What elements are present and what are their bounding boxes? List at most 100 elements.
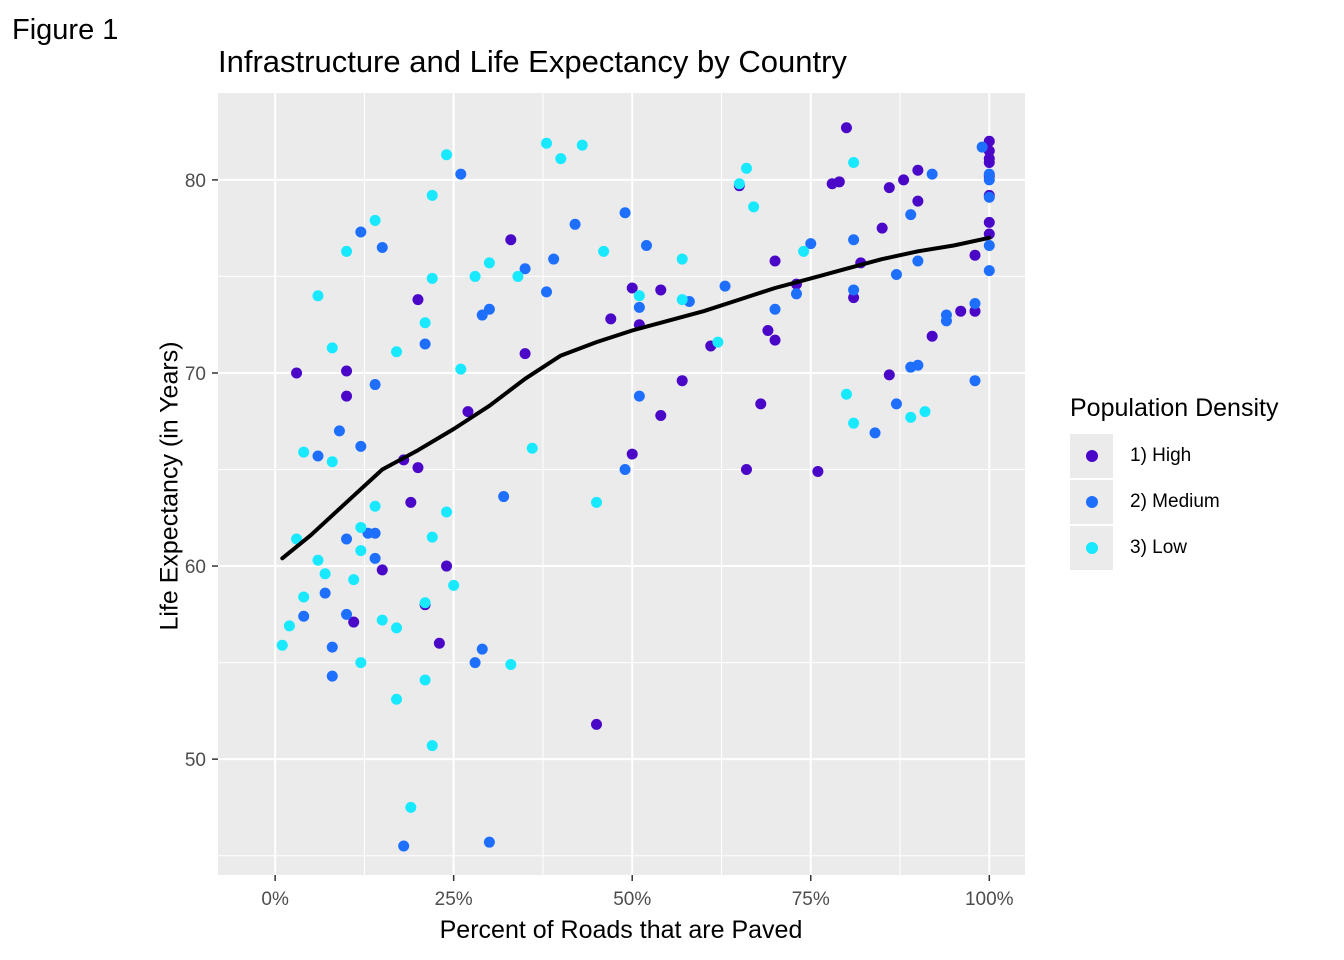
data-point: [419, 674, 431, 686]
data-point: [762, 324, 774, 336]
data-point: [926, 168, 938, 180]
data-point: [341, 390, 353, 402]
x-tick-label: 75%: [792, 889, 830, 910]
legend-key: [1070, 526, 1113, 570]
data-point: [312, 554, 324, 566]
data-point: [448, 579, 460, 591]
data-point: [341, 608, 353, 620]
legend-item-high: 1) High: [1070, 433, 1278, 479]
data-point: [505, 659, 517, 671]
data-point: [712, 336, 724, 348]
data-point: [983, 191, 995, 203]
data-point: [326, 641, 338, 653]
legend-item-medium: 2) Medium: [1070, 479, 1278, 525]
data-point: [519, 263, 531, 275]
data-point: [719, 280, 731, 292]
legend-label: 2) Medium: [1130, 491, 1220, 512]
data-point: [626, 282, 638, 294]
data-point: [355, 657, 367, 669]
data-point: [455, 168, 467, 180]
data-point: [769, 303, 781, 315]
data-point: [355, 545, 367, 557]
data-point: [619, 464, 631, 476]
data-point: [883, 182, 895, 194]
data-point: [798, 245, 810, 257]
data-point: [576, 139, 588, 151]
data-point: [591, 496, 603, 508]
data-point: [426, 189, 438, 201]
data-point: [912, 164, 924, 176]
legend-dot-icon: [1085, 542, 1098, 554]
data-point: [898, 174, 910, 186]
data-point: [805, 238, 817, 250]
data-point: [398, 840, 410, 852]
data-point: [983, 265, 995, 277]
grid-minor: [218, 82, 1025, 875]
y-axis: 50 60 70 80: [185, 171, 218, 771]
data-point: [876, 222, 888, 234]
data-point: [462, 406, 474, 418]
data-point: [298, 446, 310, 458]
data-point: [919, 406, 931, 418]
x-axis: 0% 25% 50% 75% 100%: [261, 875, 1014, 910]
data-point: [369, 527, 381, 539]
legend-label: 1) High: [1130, 445, 1192, 466]
data-point: [426, 740, 438, 752]
data-point: [412, 294, 424, 306]
data-point: [483, 303, 495, 315]
data-point: [298, 591, 310, 603]
data-point: [505, 234, 517, 246]
data-point: [605, 313, 617, 325]
data-point: [326, 342, 338, 354]
data-point: [326, 670, 338, 682]
data-point: [441, 149, 453, 161]
data-point: [905, 411, 917, 423]
data-point: [969, 249, 981, 261]
data-point: [848, 417, 860, 429]
data-point: [391, 693, 403, 705]
data-point: [840, 122, 852, 134]
data-point: [419, 317, 431, 329]
data-point: [848, 157, 860, 169]
x-axis-label: Percent of Roads that are Paved: [439, 916, 803, 944]
data-point: [733, 178, 745, 190]
x-tick-label: 100%: [965, 889, 1014, 910]
grid-major: [218, 93, 1025, 875]
data-point: [640, 240, 652, 252]
data-point: [812, 465, 824, 477]
data-point: [633, 301, 645, 313]
data-point: [912, 255, 924, 267]
y-tick-label: 80: [185, 171, 206, 192]
data-point: [348, 616, 360, 628]
legend-key: [1070, 480, 1113, 524]
data-point: [326, 456, 338, 468]
data-point: [376, 241, 388, 253]
data-point: [912, 195, 924, 207]
data-point: [441, 506, 453, 518]
data-point: [655, 284, 667, 296]
data-point: [355, 440, 367, 452]
legend-label: 3) Low: [1130, 537, 1188, 558]
data-point: [755, 398, 767, 410]
data-point: [569, 218, 581, 230]
x-tick-label: 0%: [261, 889, 289, 910]
data-point: [341, 245, 353, 257]
data-point: [391, 622, 403, 634]
data-point: [291, 533, 303, 545]
data-point: [955, 305, 967, 317]
data-point: [498, 491, 510, 503]
data-point: [848, 284, 860, 296]
data-point: [833, 176, 845, 188]
legend-dot-icon: [1085, 450, 1098, 462]
data-point: [348, 574, 360, 586]
data-point: [483, 836, 495, 848]
data-point: [655, 409, 667, 421]
data-point: [869, 427, 881, 439]
data-point: [740, 162, 752, 174]
y-tick-label: 60: [185, 557, 206, 578]
data-point: [890, 398, 902, 410]
data-point: [676, 294, 688, 306]
data-point: [312, 290, 324, 302]
data-point: [469, 657, 481, 669]
